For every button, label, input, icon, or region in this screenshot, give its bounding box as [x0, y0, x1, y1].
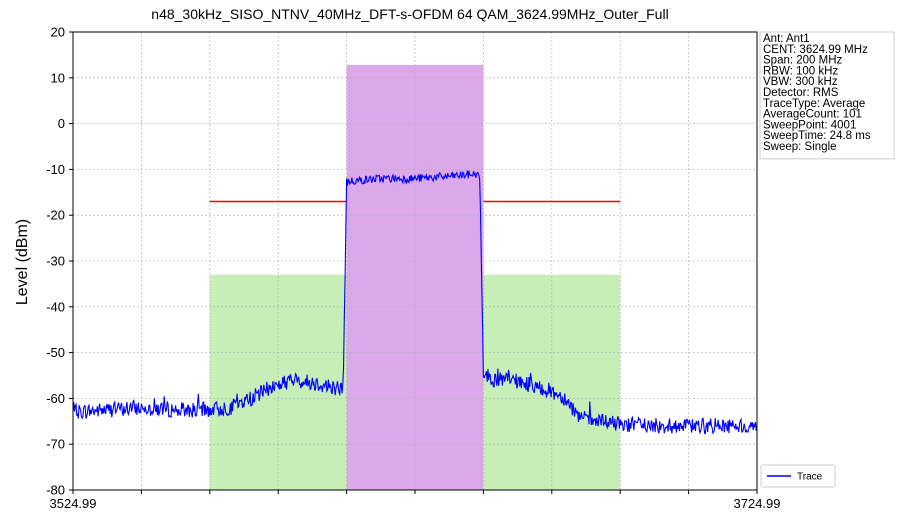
y-tick-label: -20 [46, 208, 65, 223]
y-tick-label: -50 [46, 345, 65, 360]
info-line: AverageCount: 101 [763, 109, 862, 121]
y-tick-label: -40 [46, 299, 65, 314]
info-line: TraceType: Average [763, 98, 865, 110]
info-line: VBW: 300 kHz [763, 76, 838, 88]
y-tick-label: -30 [46, 254, 65, 269]
info-box-frame [759, 31, 895, 160]
y-tick-label: -10 [46, 162, 65, 177]
legend: Trace [760, 464, 836, 488]
info-line: Sweep: Single [763, 141, 837, 153]
legend-frame [760, 464, 836, 488]
region-adjacent-lower [209, 274, 347, 490]
y-axis-label: Level (dBm) [14, 219, 31, 305]
info-line: CENT: 3624.99 MHz [763, 44, 868, 56]
y-tick-label: -60 [46, 391, 65, 406]
y-tick-label: 10 [51, 70, 65, 85]
info-line: RBW: 100 kHz [763, 65, 838, 77]
info-line: SweepPoint: 4001 [763, 119, 856, 131]
info-line: Detector: RMS [763, 87, 839, 99]
y-tick-label: 0 [58, 116, 65, 131]
chart-title: n48_30kHz_SISO_NTNV_40MHz_DFT-s-OFDM 64 … [151, 6, 668, 22]
info-line: SweepTime: 24.8 ms [763, 130, 871, 142]
info-line: Ant: Ant1 [763, 33, 810, 45]
legend-label: Trace [797, 472, 823, 483]
info-line: Span: 200 MHz [763, 55, 843, 67]
x-tick-label: 3524.99 [50, 496, 97, 511]
y-tick-label: -70 [46, 437, 65, 452]
y-tick-label: 20 [51, 25, 65, 40]
trace-line [72, 170, 758, 435]
y-tick-label: -80 [46, 483, 65, 498]
x-tick-label: 3724.99 [734, 496, 781, 511]
region-adjacent-upper [483, 274, 621, 490]
